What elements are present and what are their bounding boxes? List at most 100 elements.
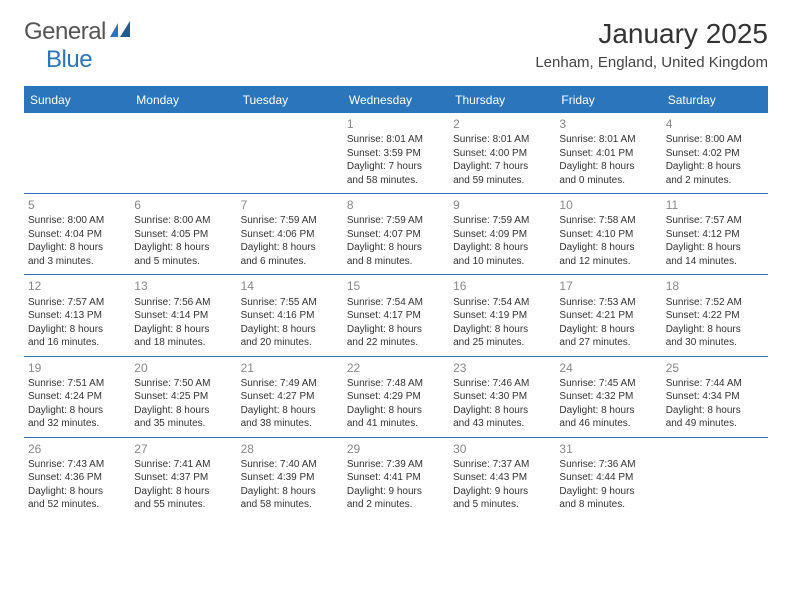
daylight-line-2: and 18 minutes.	[134, 336, 232, 350]
day-number: 20	[134, 360, 232, 376]
daylight-line-1: Daylight: 8 hours	[347, 404, 445, 418]
sunset-line: Sunset: 4:36 PM	[28, 471, 126, 485]
sunset-line: Sunset: 4:06 PM	[241, 228, 339, 242]
daylight-line-1: Daylight: 8 hours	[28, 323, 126, 337]
day-cell: 4Sunrise: 8:00 AMSunset: 4:02 PMDaylight…	[662, 113, 768, 194]
daylight-line-2: and 55 minutes.	[134, 498, 232, 512]
daylight-line-1: Daylight: 9 hours	[559, 485, 657, 499]
day-number: 10	[559, 197, 657, 213]
day-cell: 21Sunrise: 7:49 AMSunset: 4:27 PMDayligh…	[237, 356, 343, 437]
daylight-line-2: and 5 minutes.	[453, 498, 551, 512]
sunset-line: Sunset: 4:01 PM	[559, 147, 657, 161]
daylight-line-2: and 8 minutes.	[347, 255, 445, 269]
sunset-line: Sunset: 4:14 PM	[134, 309, 232, 323]
sunset-line: Sunset: 4:43 PM	[453, 471, 551, 485]
week-row: 19Sunrise: 7:51 AMSunset: 4:24 PMDayligh…	[24, 356, 768, 437]
day-number: 15	[347, 278, 445, 294]
daylight-line-2: and 10 minutes.	[453, 255, 551, 269]
daylight-line-2: and 35 minutes.	[134, 417, 232, 431]
sunset-line: Sunset: 4:39 PM	[241, 471, 339, 485]
sunset-line: Sunset: 4:27 PM	[241, 390, 339, 404]
day-cell	[130, 113, 236, 194]
day-number: 8	[347, 197, 445, 213]
daylight-line-1: Daylight: 8 hours	[28, 485, 126, 499]
day-number: 25	[666, 360, 764, 376]
day-cell: 2Sunrise: 8:01 AMSunset: 4:00 PMDaylight…	[449, 113, 555, 194]
sunrise-line: Sunrise: 7:58 AM	[559, 214, 657, 228]
weekday-header: Saturday	[662, 87, 768, 113]
sunset-line: Sunset: 4:05 PM	[134, 228, 232, 242]
week-row: 12Sunrise: 7:57 AMSunset: 4:13 PMDayligh…	[24, 275, 768, 356]
day-cell: 10Sunrise: 7:58 AMSunset: 4:10 PMDayligh…	[555, 194, 661, 275]
day-number: 9	[453, 197, 551, 213]
sunset-line: Sunset: 4:00 PM	[453, 147, 551, 161]
sunrise-line: Sunrise: 7:44 AM	[666, 377, 764, 391]
sunrise-line: Sunrise: 8:00 AM	[666, 133, 764, 147]
daylight-line-1: Daylight: 8 hours	[559, 323, 657, 337]
day-number: 22	[347, 360, 445, 376]
logo-sails-icon	[110, 21, 132, 44]
logo-text-block: General Blue	[24, 18, 132, 74]
day-number: 2	[453, 116, 551, 132]
day-cell: 25Sunrise: 7:44 AMSunset: 4:34 PMDayligh…	[662, 356, 768, 437]
day-number: 29	[347, 441, 445, 457]
daylight-line-1: Daylight: 8 hours	[347, 323, 445, 337]
day-number: 3	[559, 116, 657, 132]
weekday-header: Sunday	[24, 87, 130, 113]
daylight-line-2: and 3 minutes.	[28, 255, 126, 269]
daylight-line-2: and 46 minutes.	[559, 417, 657, 431]
sunset-line: Sunset: 4:30 PM	[453, 390, 551, 404]
day-cell: 19Sunrise: 7:51 AMSunset: 4:24 PMDayligh…	[24, 356, 130, 437]
weekday-header: Monday	[130, 87, 236, 113]
location: Lenham, England, United Kingdom	[535, 54, 768, 71]
calendar-header-row: SundayMondayTuesdayWednesdayThursdayFrid…	[24, 87, 768, 113]
sunrise-line: Sunrise: 7:43 AM	[28, 458, 126, 472]
day-cell: 12Sunrise: 7:57 AMSunset: 4:13 PMDayligh…	[24, 275, 130, 356]
daylight-line-1: Daylight: 8 hours	[28, 241, 126, 255]
daylight-line-2: and 2 minutes.	[666, 174, 764, 188]
sunset-line: Sunset: 4:16 PM	[241, 309, 339, 323]
sunrise-line: Sunrise: 7:53 AM	[559, 296, 657, 310]
daylight-line-2: and 22 minutes.	[347, 336, 445, 350]
day-number: 14	[241, 278, 339, 294]
sunset-line: Sunset: 4:21 PM	[559, 309, 657, 323]
day-cell: 30Sunrise: 7:37 AMSunset: 4:43 PMDayligh…	[449, 437, 555, 518]
sunrise-line: Sunrise: 7:37 AM	[453, 458, 551, 472]
logo: General Blue	[24, 18, 132, 74]
sunset-line: Sunset: 4:22 PM	[666, 309, 764, 323]
daylight-line-1: Daylight: 8 hours	[559, 241, 657, 255]
calendar-body: 1Sunrise: 8:01 AMSunset: 3:59 PMDaylight…	[24, 113, 768, 518]
header: General Blue January 2025 Lenham, Englan…	[24, 18, 768, 74]
sunrise-line: Sunrise: 7:36 AM	[559, 458, 657, 472]
day-number: 11	[666, 197, 764, 213]
daylight-line-2: and 6 minutes.	[241, 255, 339, 269]
daylight-line-1: Daylight: 8 hours	[241, 404, 339, 418]
day-number: 18	[666, 278, 764, 294]
day-cell: 5Sunrise: 8:00 AMSunset: 4:04 PMDaylight…	[24, 194, 130, 275]
daylight-line-2: and 20 minutes.	[241, 336, 339, 350]
daylight-line-1: Daylight: 8 hours	[559, 160, 657, 174]
daylight-line-1: Daylight: 7 hours	[347, 160, 445, 174]
sunset-line: Sunset: 4:44 PM	[559, 471, 657, 485]
sunrise-line: Sunrise: 7:57 AM	[666, 214, 764, 228]
day-number: 6	[134, 197, 232, 213]
day-number: 27	[134, 441, 232, 457]
sunset-line: Sunset: 4:02 PM	[666, 147, 764, 161]
daylight-line-1: Daylight: 8 hours	[666, 404, 764, 418]
daylight-line-1: Daylight: 8 hours	[241, 485, 339, 499]
daylight-line-2: and 32 minutes.	[28, 417, 126, 431]
day-number: 24	[559, 360, 657, 376]
sunset-line: Sunset: 4:34 PM	[666, 390, 764, 404]
daylight-line-2: and 49 minutes.	[666, 417, 764, 431]
sunrise-line: Sunrise: 7:49 AM	[241, 377, 339, 391]
sunset-line: Sunset: 4:12 PM	[666, 228, 764, 242]
sunset-line: Sunset: 4:10 PM	[559, 228, 657, 242]
daylight-line-1: Daylight: 8 hours	[134, 404, 232, 418]
daylight-line-2: and 8 minutes.	[559, 498, 657, 512]
sunset-line: Sunset: 4:29 PM	[347, 390, 445, 404]
sunrise-line: Sunrise: 7:59 AM	[347, 214, 445, 228]
daylight-line-2: and 0 minutes.	[559, 174, 657, 188]
sunset-line: Sunset: 4:09 PM	[453, 228, 551, 242]
week-row: 26Sunrise: 7:43 AMSunset: 4:36 PMDayligh…	[24, 437, 768, 518]
week-row: 1Sunrise: 8:01 AMSunset: 3:59 PMDaylight…	[24, 113, 768, 194]
